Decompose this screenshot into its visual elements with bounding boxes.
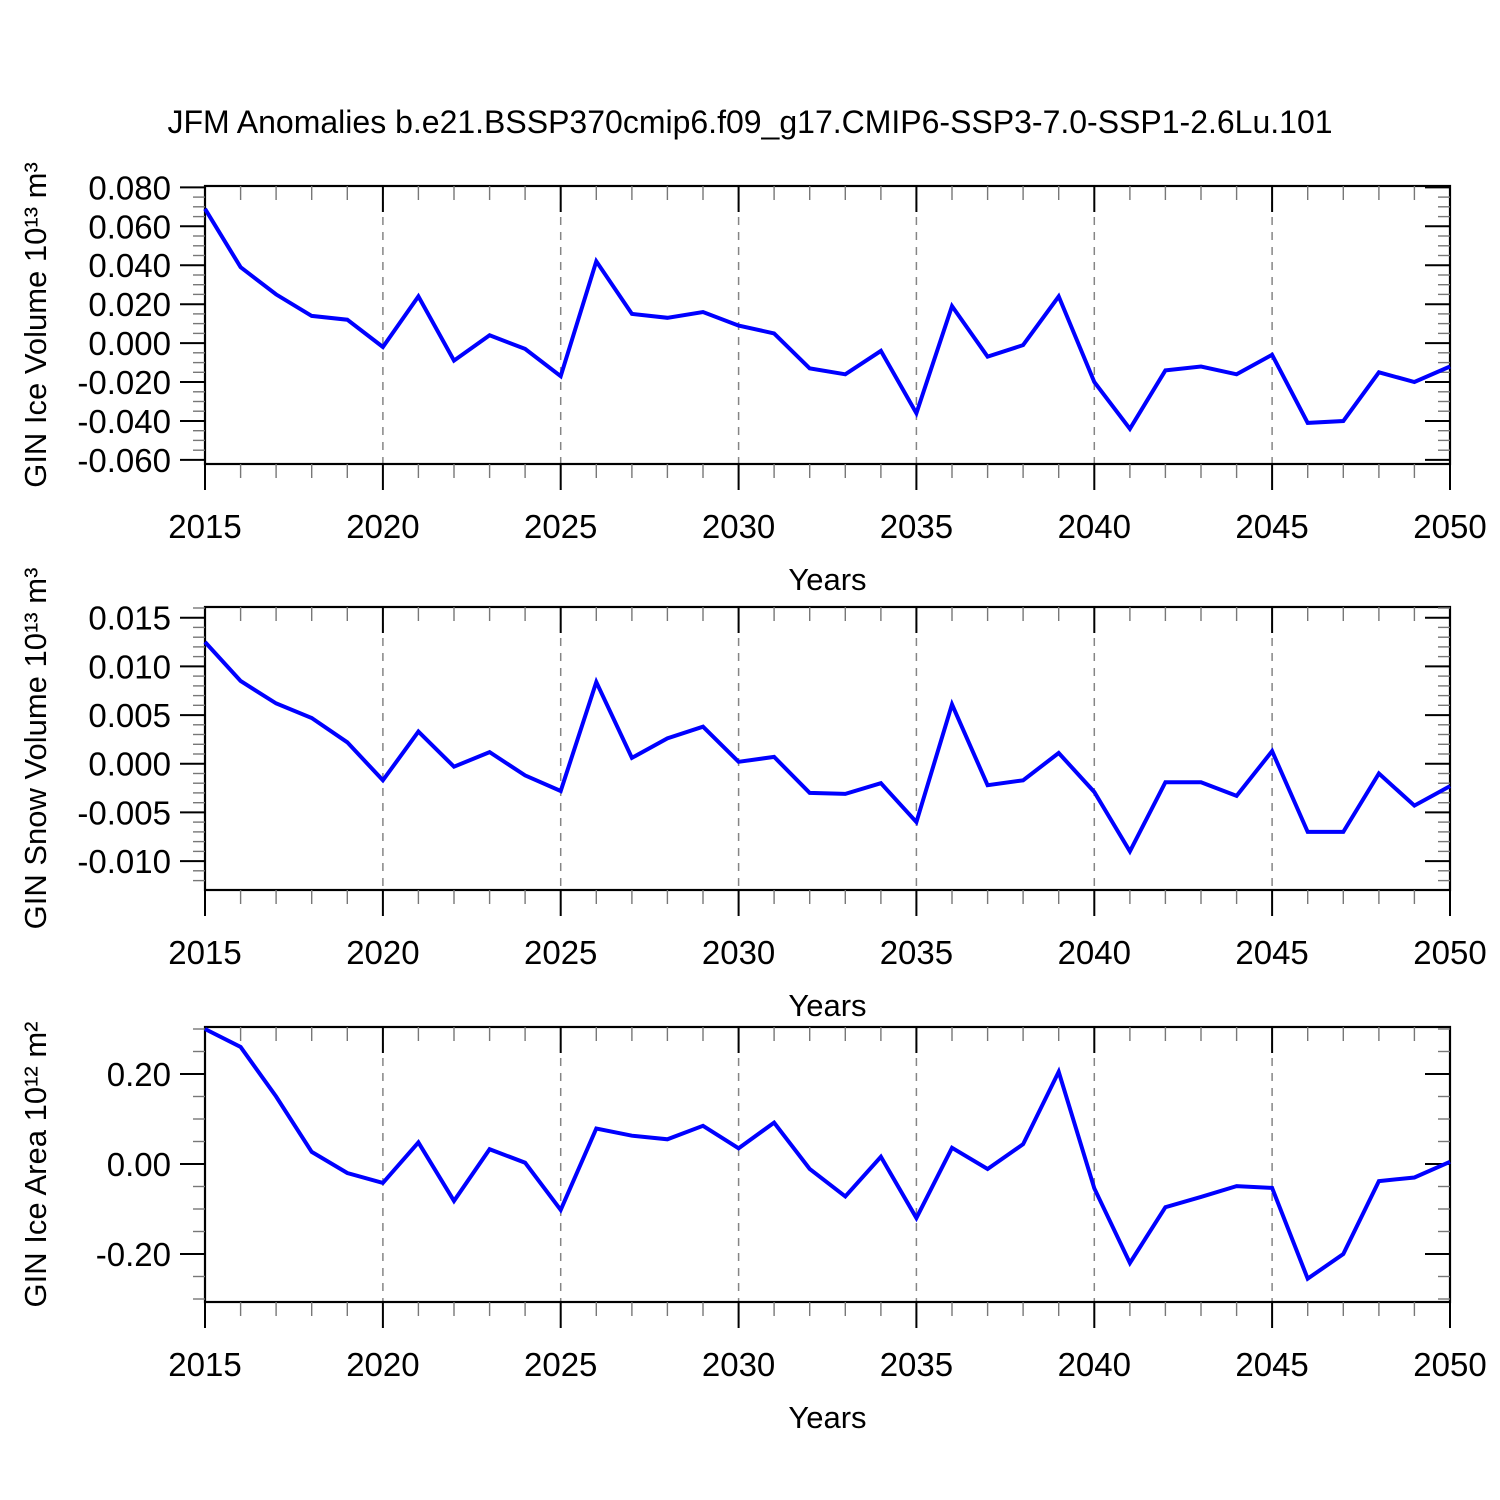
x-tick-label: 2015 — [168, 1346, 241, 1383]
x-tick-label: 2020 — [346, 1346, 419, 1383]
y-tick-label: 0.020 — [88, 286, 171, 323]
data-series-line — [203, 640, 1451, 856]
y-tick-label: -0.010 — [77, 843, 171, 880]
x-tick-label: 2015 — [168, 508, 241, 545]
x-tick-label: 2025 — [524, 508, 597, 545]
y-tick-label: 0.005 — [88, 697, 171, 734]
y-tick-label: 0.040 — [88, 247, 171, 284]
y-tick-label: -0.040 — [77, 403, 171, 440]
data-series-line — [203, 207, 1451, 433]
x-tick-label: 2035 — [880, 934, 953, 971]
x-tick-label: 2040 — [1058, 508, 1131, 545]
y-axis-title: GIN Snow Volume 10¹³ m³ — [18, 568, 53, 930]
y-tick-label: 0.015 — [88, 600, 171, 637]
y-tick-label: 0.00 — [107, 1146, 171, 1183]
y-axis-title: GIN Ice Area 10¹² m² — [18, 1022, 53, 1308]
x-tick-label: 2030 — [702, 508, 775, 545]
plot-border — [203, 184, 1452, 466]
chart-gin-snow-volume: 2015 2020 2025 2030 2035 2040 2045 2050 Years 0.0… — [18, 568, 1487, 1023]
y-tick-label: 0.000 — [88, 746, 171, 783]
x-tick-label: 2035 — [880, 1346, 953, 1383]
x-tick-label: 2025 — [524, 934, 597, 971]
x-tick-label: 2045 — [1235, 508, 1308, 545]
y-tick-label: -0.060 — [77, 442, 171, 479]
x-tick-label: 2030 — [702, 934, 775, 971]
x-tick-label: 2015 — [168, 934, 241, 971]
x-tick-label: 2020 — [346, 934, 419, 971]
x-tick-label: 2035 — [880, 508, 953, 545]
y-tick-label: 0.080 — [88, 169, 171, 206]
x-tick-label: 2020 — [346, 508, 419, 545]
chart-gin-ice-area: 2015 2020 2025 2030 2035 2040 2045 2050 Years 0.2… — [18, 1022, 1487, 1435]
x-tick-label: 2030 — [702, 1346, 775, 1383]
y-tick-label: 0.010 — [88, 648, 171, 685]
y-tick-label: 0.060 — [88, 208, 171, 245]
x-axis-title: Years — [788, 988, 866, 1023]
x-tick-label: 2050 — [1413, 934, 1486, 971]
y-tick-label: -0.005 — [77, 794, 171, 831]
x-tick-label: 2050 — [1413, 1346, 1486, 1383]
y-tick-label: -0.20 — [96, 1236, 171, 1273]
data-series-line — [204, 1027, 1451, 1282]
y-tick-label: -0.020 — [77, 364, 171, 401]
chart-gin-ice-volume: 2015 2020 2025 2030 2035 2040 2045 2050 Years 0.0… — [18, 162, 1487, 597]
x-axis-title: Years — [788, 1400, 866, 1435]
x-tick-label: 2040 — [1058, 1346, 1131, 1383]
x-tick-label: 2045 — [1235, 1346, 1308, 1383]
y-tick-label: 0.20 — [107, 1056, 171, 1093]
y-tick-label: 0.000 — [88, 325, 171, 362]
x-tick-label: 2040 — [1058, 934, 1131, 971]
x-tick-label: 2045 — [1235, 934, 1308, 971]
plot-border — [203, 1025, 1452, 1304]
plot-border — [203, 605, 1452, 892]
x-tick-label: 2050 — [1413, 508, 1486, 545]
y-axis-title: GIN Ice Volume 10¹³ m³ — [18, 162, 53, 488]
figure-title: JFM Anomalies b.e21.BSSP370cmip6.f09_g17… — [167, 104, 1332, 140]
x-tick-label: 2025 — [524, 1346, 597, 1383]
x-axis-title: Years — [788, 562, 866, 597]
